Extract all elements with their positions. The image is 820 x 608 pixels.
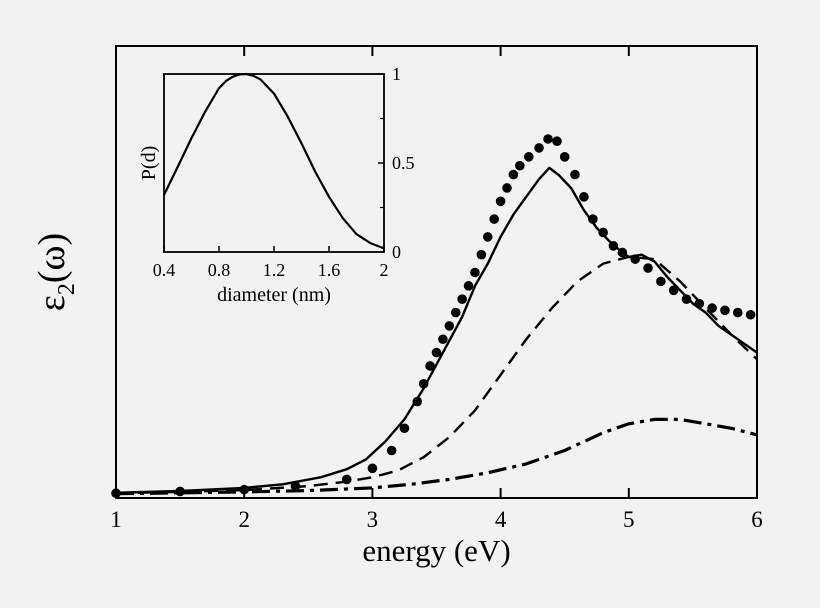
main-series-marker: [431, 347, 442, 358]
inset-y-axis-label: P(d): [138, 146, 160, 180]
main-series-marker: [502, 183, 512, 193]
y-label-base: ε: [31, 295, 73, 311]
main-series-marker: [552, 136, 562, 147]
main-x-tick-label: 3: [367, 507, 379, 532]
inset-y-tick-label: 0: [392, 242, 401, 262]
main-series-marker: [732, 307, 743, 318]
main-x-tick-label: 2: [238, 507, 250, 532]
main-series-marker: [608, 241, 619, 251]
main-series-line-dash-dot: [115, 417, 758, 496]
y-label-subscript: 2: [54, 283, 80, 295]
inset-ticks: 0.4 0.8 1.2 1.6 20 0.5 1: [153, 64, 415, 280]
main-series-line-dashed: [115, 255, 758, 495]
main-series-group: [111, 134, 758, 499]
inset-x-tick-label: 1.2: [263, 260, 286, 280]
main-series-marker: [444, 321, 455, 331]
main-series-marker: [482, 232, 493, 242]
main-x-tick-label: 4: [495, 507, 507, 532]
main-series-marker: [643, 263, 653, 273]
inset-series-line: [163, 72, 385, 250]
main-series-marker: [175, 486, 185, 497]
main-series-marker: [559, 152, 570, 162]
main-x-tick-label: 6: [751, 507, 763, 532]
inset-x-tick-label: 0.8: [208, 260, 231, 280]
main-series-marker: [457, 294, 467, 305]
main-series-marker: [630, 254, 641, 264]
main-series-marker: [495, 196, 506, 207]
main-series-marker: [463, 281, 474, 291]
main-series-marker: [720, 305, 730, 316]
main-series-marker: [543, 134, 553, 144]
main-series-marker: [508, 169, 519, 180]
main-series-marker: [656, 276, 666, 287]
main-y-axis-label: ε2(ω): [31, 233, 80, 311]
inset-y-tick-label: 1: [392, 64, 401, 84]
main-series-marker: [239, 484, 249, 495]
main-series-marker: [341, 474, 352, 485]
main-x-ticks: 1 2 3 4 5 6: [110, 46, 763, 532]
main-series-line-solid: [115, 166, 758, 494]
inset-x-axis-label: diameter (nm): [217, 284, 331, 306]
main-series-marker: [668, 285, 679, 296]
main-series-marker: [515, 160, 525, 171]
inset-plot-frame: [163, 73, 385, 253]
inset-y-tick-label: 0.5: [392, 153, 415, 173]
main-series-marker: [425, 361, 435, 371]
main-plot-frame: [115, 45, 758, 499]
main-series-marker: [617, 247, 628, 258]
main-series-marker: [588, 214, 598, 224]
main-series-marker: [534, 143, 544, 153]
inset-x-tick-label: 2: [380, 260, 389, 280]
main-series-marker: [598, 227, 608, 238]
main-series-marker: [476, 249, 487, 260]
main-series-marker: [438, 334, 448, 345]
main-series-marker: [111, 488, 121, 499]
main-series-marker: [681, 294, 692, 305]
main-series-marker: [524, 152, 534, 162]
y-label-argument: (ω): [31, 233, 73, 283]
main-x-axis-label: energy (eV): [362, 533, 510, 568]
main-series-marker: [412, 396, 423, 407]
main-series-marker: [399, 423, 410, 434]
main-series-marker: [450, 307, 461, 318]
main-x-tick-label: 5: [623, 507, 635, 532]
main-series-marker: [418, 378, 429, 389]
main-series-marker: [694, 298, 705, 309]
main-series-marker: [386, 445, 397, 456]
main-series-marker: [570, 169, 580, 180]
inset-x-tick-label: 0.4: [153, 260, 176, 280]
inset-chart: 0.4 0.8 1.2 1.6 20 0.5 1 diameter (nm) P(d): [138, 64, 415, 306]
inset-series-group: [163, 72, 385, 250]
main-series-marker: [367, 463, 378, 474]
main-series-marker: [579, 192, 589, 202]
main-series-marker: [707, 303, 717, 313]
main-series-marker: [489, 214, 499, 224]
main-x-tick-label: 1: [110, 507, 122, 532]
main-series-marker: [290, 481, 301, 491]
inset-x-tick-label: 1.6: [318, 260, 341, 280]
main-series-marker: [745, 309, 756, 320]
main-series-marker: [470, 267, 480, 278]
